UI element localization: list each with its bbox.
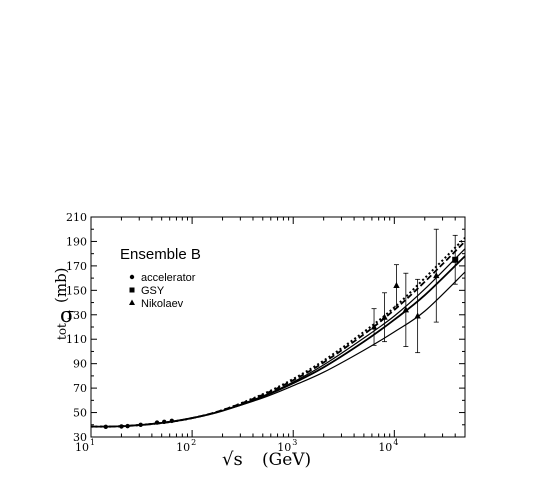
- legend-triangle-marker: [129, 299, 135, 305]
- gsy-point: [452, 256, 459, 263]
- x-tick-label-exponent: 2: [191, 438, 196, 447]
- accelerator-point: [125, 423, 130, 429]
- y-tick-label: 170: [66, 260, 87, 273]
- y-axis-title-unit: (mb): [52, 267, 70, 303]
- legend-label-gsy: GSY: [141, 285, 165, 297]
- model-curve-dashed: [90, 240, 466, 428]
- accelerator-point: [119, 424, 124, 429]
- x-tick-label-exponent: 3: [292, 438, 297, 447]
- y-tick-label: 50: [73, 407, 87, 420]
- nikolaev-point: [414, 312, 421, 319]
- accelerator-point: [169, 418, 175, 424]
- nikolaev-point: [402, 306, 410, 313]
- nikolaev-point: [381, 313, 388, 320]
- x-axis-title-root: √s: [222, 449, 243, 470]
- legend-circle-marker: [129, 274, 135, 280]
- x-tick-label-base: 10: [277, 441, 291, 454]
- legend-label-nikolaev: Nikolaev: [141, 298, 184, 310]
- y-axis-title-subscript: tot: [55, 323, 69, 340]
- nikolaev-point: [393, 281, 400, 288]
- model-curve-dotted: [90, 237, 466, 428]
- accelerator-point: [162, 419, 167, 425]
- model-curves: [90, 237, 466, 428]
- y-tick-label: 70: [73, 382, 87, 395]
- x-tick-label-exponent: 4: [393, 438, 398, 447]
- nikolaev-point: [370, 323, 378, 330]
- legend: accelerator GSY Nikolaev: [129, 272, 196, 310]
- y-tick-label: 130: [66, 309, 87, 322]
- nikolaev-point: [433, 272, 440, 279]
- legend-label-accelerator: accelerator: [141, 272, 196, 284]
- chart-title: Ensemble B: [120, 246, 201, 263]
- x-tick-label-base: 10: [75, 441, 89, 454]
- y-axis-title: σ tot (mb): [52, 267, 74, 340]
- y-axis-title-sigma: σ: [60, 303, 74, 327]
- y-tick-label: 30: [73, 431, 87, 444]
- x-tick-label-base: 10: [378, 441, 392, 454]
- accelerator-point: [154, 420, 160, 425]
- y-tick-label: 210: [66, 211, 87, 224]
- legend-square-marker: [129, 287, 135, 293]
- y-tick-label: 150: [66, 284, 87, 297]
- data-points: [103, 228, 459, 430]
- y-tick-label: 190: [66, 235, 87, 248]
- x-tick-label-base: 10: [176, 441, 190, 454]
- accelerator-point: [138, 422, 143, 427]
- x-axis-title: √s (GeV): [222, 449, 311, 470]
- x-tick-label-exponent: 1: [90, 438, 95, 447]
- accelerator-point: [103, 424, 108, 430]
- y-tick-label: 90: [73, 358, 87, 371]
- x-axis-title-unit: (GeV): [262, 450, 311, 470]
- y-tick-label: 110: [66, 333, 87, 346]
